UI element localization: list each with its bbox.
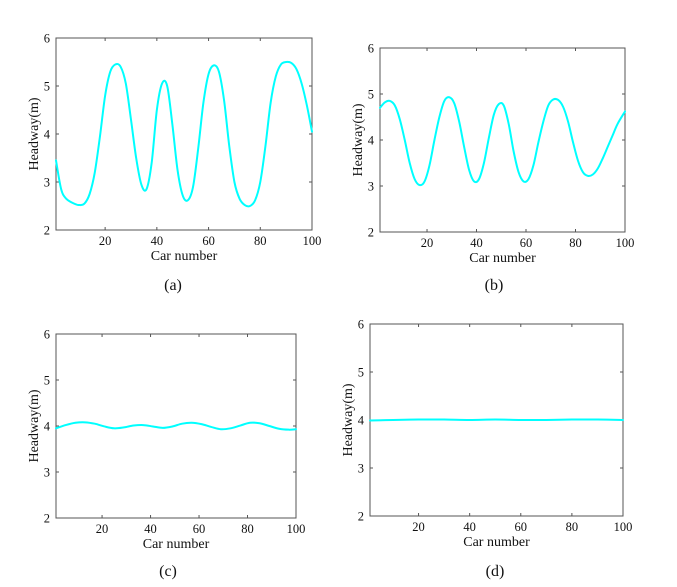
headway-series-line-b [379, 96, 626, 187]
y-tick-label-a: 2 [44, 224, 50, 238]
y-tick-label-d: 2 [358, 510, 364, 524]
headway-series-line-d [369, 418, 624, 422]
plot-frame-a [55, 37, 313, 231]
x-tick-label-c: 60 [193, 522, 206, 536]
x-axis-label-a: Car number [151, 249, 218, 264]
y-tick-label-a: 6 [44, 32, 50, 46]
panel-d: 20 40 60 80 100 2 3 4 5 6 Car number Headway(m) (d) [341, 318, 632, 581]
y-tick-label-c: 4 [44, 420, 51, 434]
panel-caption-d: (d) [486, 563, 505, 580]
y-tick-label-b: 3 [368, 180, 374, 194]
y-tick-label-c: 3 [44, 466, 50, 480]
x-axis-label-c: Car number [143, 537, 210, 552]
y-tick-label-d: 6 [358, 318, 364, 332]
x-tick-label-a: 80 [254, 234, 267, 248]
headway-series-line-a [55, 60, 313, 208]
plot-frame-b [379, 47, 626, 233]
x-tick-label-d: 100 [614, 520, 633, 534]
panel-a: 20 40 60 80 100 2 3 4 5 6 Car number Headway(m) (a) [27, 32, 321, 295]
x-tick-label-a: 20 [99, 234, 112, 248]
x-tick-label-d: 80 [566, 520, 579, 534]
y-tick-label-c: 2 [44, 512, 50, 526]
panel-c: 20 40 60 80 100 2 3 4 5 6 Car number Headway(m) (c) [27, 328, 305, 581]
x-axis-label-b: Car number [469, 251, 536, 266]
x-tick-label-a: 60 [202, 234, 215, 248]
panel-b: 20 40 60 80 100 2 3 4 5 6 Car number Headway(m) (b) [351, 42, 634, 295]
panel-caption-a: (a) [164, 277, 182, 294]
y-axis-label-d: Headway(m) [341, 383, 356, 456]
y-tick-label-d: 4 [358, 414, 365, 428]
panel-caption-b: (b) [485, 277, 504, 294]
y-tick-label-b: 2 [368, 226, 374, 240]
y-tick-label-d: 3 [358, 462, 364, 476]
y-tick-label-d: 5 [358, 366, 364, 380]
y-tick-label-a: 5 [44, 80, 50, 94]
x-tick-label-b: 80 [569, 236, 582, 250]
x-tick-label-d: 20 [412, 520, 425, 534]
x-tick-label-b: 20 [421, 236, 434, 250]
x-tick-label-a: 100 [303, 234, 322, 248]
y-tick-label-b: 5 [368, 88, 374, 102]
y-axis-label-a: Headway(m) [27, 97, 42, 170]
x-tick-label-d: 40 [463, 520, 476, 534]
y-tick-label-a: 3 [44, 176, 50, 190]
y-axis-label-c: Headway(m) [27, 389, 42, 462]
x-tick-label-b: 100 [616, 236, 635, 250]
panel-caption-c: (c) [159, 563, 177, 580]
x-axis-label-d: Car number [463, 535, 530, 550]
y-tick-label-c: 6 [44, 328, 50, 342]
x-tick-label-d: 60 [515, 520, 528, 534]
x-tick-label-c: 40 [144, 522, 157, 536]
y-tick-label-c: 5 [44, 374, 50, 388]
x-tick-label-b: 40 [470, 236, 483, 250]
y-tick-label-b: 6 [368, 42, 374, 56]
y-tick-label-a: 4 [44, 128, 51, 142]
x-tick-label-c: 20 [96, 522, 109, 536]
y-tick-label-b: 4 [368, 134, 375, 148]
x-tick-label-c: 80 [241, 522, 254, 536]
x-tick-label-a: 40 [151, 234, 164, 248]
headway-series-line-c [55, 421, 297, 431]
x-tick-label-b: 60 [520, 236, 533, 250]
y-axis-label-b: Headway(m) [351, 103, 366, 176]
x-tick-label-c: 100 [287, 522, 306, 536]
